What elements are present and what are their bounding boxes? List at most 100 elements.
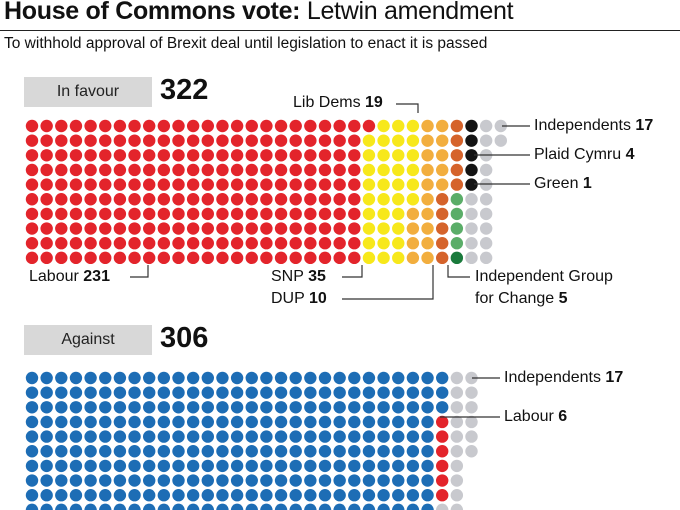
dot-conservative [392, 415, 405, 429]
dot-labour [230, 149, 244, 162]
dot-labour [40, 237, 53, 250]
dot-independent-group-for-change [465, 178, 478, 191]
dot-conservative [69, 401, 83, 414]
dot-dup [436, 193, 449, 206]
dot-conservative [216, 415, 229, 429]
dot-labour [157, 149, 171, 162]
dot-lib-dems [406, 251, 420, 265]
dot-conservative [84, 415, 97, 429]
dot-labour [304, 134, 317, 147]
dot-conservative [172, 430, 185, 443]
dot-conservative [406, 415, 420, 429]
dot-labour [157, 207, 171, 221]
dot-labour [128, 149, 141, 162]
dot-conservative [55, 371, 68, 385]
dot-labour [230, 163, 244, 177]
dot-conservative [186, 489, 200, 502]
dot-labour [84, 119, 97, 133]
dot-labour [274, 119, 288, 133]
dot-labour [348, 134, 361, 147]
dot-labour [69, 222, 83, 235]
dot-labour [230, 193, 244, 206]
dot-labour [304, 237, 317, 250]
dot-conservative [362, 474, 376, 487]
dot-conservative [128, 459, 141, 473]
dot-conservative [421, 503, 434, 510]
dot-conservative [84, 430, 97, 443]
dot-conservative [348, 401, 361, 414]
dot-lib-dems [421, 149, 434, 162]
dot-labour [274, 222, 288, 235]
dot-conservative [289, 371, 302, 385]
dot-independents [465, 237, 478, 250]
dot-conservative [55, 415, 68, 429]
dot-snp [406, 163, 420, 177]
dot-conservative [201, 401, 214, 414]
dot-labour [25, 149, 39, 162]
dot-conservative [333, 474, 346, 487]
dot-labour [216, 178, 229, 191]
dot-labour [99, 251, 112, 265]
dot-labour [216, 193, 229, 206]
dot-independents [479, 222, 493, 235]
dot-labour [348, 178, 361, 191]
dot-labour [216, 134, 229, 147]
dot-independents [450, 503, 464, 510]
dot-conservative [392, 503, 405, 510]
dot-conservative [274, 430, 288, 443]
dot-conservative [128, 371, 141, 385]
dot-labour [172, 193, 185, 206]
dot-conservative [216, 371, 229, 385]
dot-labour [245, 237, 258, 250]
dot-independents [465, 222, 478, 235]
dot-conservative [157, 386, 171, 399]
dot-independents [450, 489, 464, 502]
dot-conservative [230, 430, 244, 443]
dot-labour [186, 134, 200, 147]
dot-conservative [230, 401, 244, 414]
dot-conservative [348, 415, 361, 429]
dot-conservative [113, 459, 127, 473]
dot-independents [479, 207, 493, 221]
dot-labour [216, 222, 229, 235]
dot-labour [84, 134, 97, 147]
dot-labour [55, 163, 68, 177]
in-favour-total: 322 [160, 74, 209, 106]
dot-conservative [172, 474, 185, 487]
dot-snp [377, 119, 390, 133]
dot-labour [113, 119, 127, 133]
dot-conservative [84, 459, 97, 473]
dot-dup [436, 222, 449, 235]
dot-lib-dems [421, 207, 434, 221]
dot-independents [465, 371, 478, 385]
independents-against-value: 17 [605, 369, 624, 386]
dot-conservative [113, 503, 127, 510]
dot-conservative [201, 445, 214, 458]
dot-labour [245, 178, 258, 191]
dot-conservative [333, 386, 346, 399]
dot-labour [172, 134, 185, 147]
snp-value: 35 [308, 268, 326, 285]
dot-labour [40, 134, 53, 147]
green-value: 1 [582, 175, 592, 192]
dot-labour [274, 163, 288, 177]
dot-conservative [69, 489, 83, 502]
dot-conservative [25, 489, 39, 502]
dot-conservative [274, 371, 288, 385]
plaid-cymru-value: 4 [625, 146, 635, 163]
dot-conservative [245, 415, 258, 429]
dot-conservative [348, 503, 361, 510]
dot-conservative [201, 489, 214, 502]
label-lib-dems: Lib Dems 19 [293, 93, 383, 113]
dot-conservative [84, 401, 97, 414]
dot-lib-dems [436, 134, 449, 147]
dot-conservative [55, 459, 68, 473]
dot-conservative [304, 503, 317, 510]
dot-conservative [421, 445, 434, 458]
dot-labour [436, 489, 449, 502]
dot-conservative [289, 474, 302, 487]
against-total: 306 [160, 322, 209, 354]
dot-labour [55, 119, 68, 133]
dot-conservative [377, 489, 390, 502]
dot-conservative [143, 445, 156, 458]
